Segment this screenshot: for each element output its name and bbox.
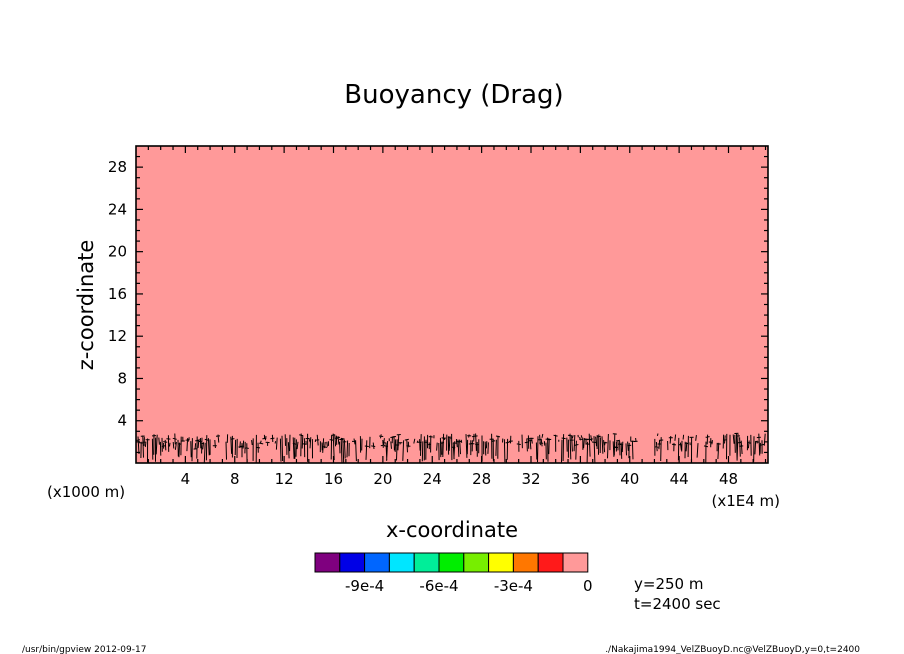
contour-lines: [135, 432, 766, 463]
y-tick-label: 4: [117, 412, 127, 430]
chart-title: Buoyancy (Drag): [344, 80, 563, 110]
x-tick-label: 36: [571, 470, 590, 488]
plot-background: [136, 146, 768, 463]
footer-right: ./Nakajima1994_VelZBuoyD.nc@VelZBuoyD,y=…: [605, 645, 860, 654]
colorbar-labels: -9e-4 -6e-4 -3e-4 0: [345, 577, 593, 595]
annotation-t: t=2400 sec: [634, 595, 721, 613]
x-unit-right: (x1E4 m): [711, 492, 780, 510]
colorbar-tick-label: -9e-4: [345, 577, 384, 595]
colorbar: [314, 552, 589, 573]
y-tick-label: 28: [108, 158, 127, 176]
x-tick-label: 24: [423, 470, 442, 488]
colorbar-box: [512, 552, 539, 573]
x-tick-label: 32: [521, 470, 540, 488]
colorbar-tick-label: -6e-4: [419, 577, 458, 595]
y-tick-label: 16: [108, 285, 127, 303]
colorbar-box: [562, 552, 589, 573]
colorbar-tick-label: 0: [583, 577, 593, 595]
x-tick-label: 28: [472, 470, 491, 488]
colorbar-box: [438, 552, 465, 573]
x-tick-label: 20: [373, 470, 392, 488]
x-tick-label: 8: [230, 470, 240, 488]
colorbar-box: [314, 552, 341, 573]
colorbar-box: [537, 552, 564, 573]
annotation-y: y=250 m: [634, 575, 703, 593]
contour-noise: [135, 432, 766, 463]
y-tick-label: 8: [117, 369, 127, 387]
colorbar-box: [339, 552, 366, 573]
x-tick-label: 16: [324, 470, 343, 488]
colorbar-box: [413, 552, 440, 573]
x-tick-label: 48: [719, 470, 738, 488]
footer-left: /usr/bin/gpview 2012-09-17: [22, 645, 146, 654]
colorbar-box: [364, 552, 390, 573]
plot-area: [135, 145, 769, 464]
x-tick-label: 4: [181, 470, 191, 488]
colorbar-box: [388, 552, 415, 573]
y-tick-label: 24: [108, 200, 127, 218]
colorbar-tick-label: -3e-4: [494, 577, 533, 595]
y-tick-label: 12: [108, 327, 127, 345]
x-tick-label: 12: [275, 470, 294, 488]
x-tick-label: 44: [670, 470, 689, 488]
y-axis-label: z-coordinate: [74, 240, 98, 371]
y-tick-label: 20: [108, 243, 127, 261]
colorbar-box: [488, 552, 514, 573]
x-axis-ticks: 4 8 12 16 20 24 28 32 36 40 44 48: [147, 146, 767, 488]
y-axis-ticks: 4 8 12 16 20 24 28: [108, 155, 768, 454]
x-tick-label: 40: [620, 470, 639, 488]
colorbar-box: [463, 552, 490, 573]
x-axis-label: x-coordinate: [386, 518, 518, 542]
x-unit-left: (x1000 m): [47, 483, 125, 501]
